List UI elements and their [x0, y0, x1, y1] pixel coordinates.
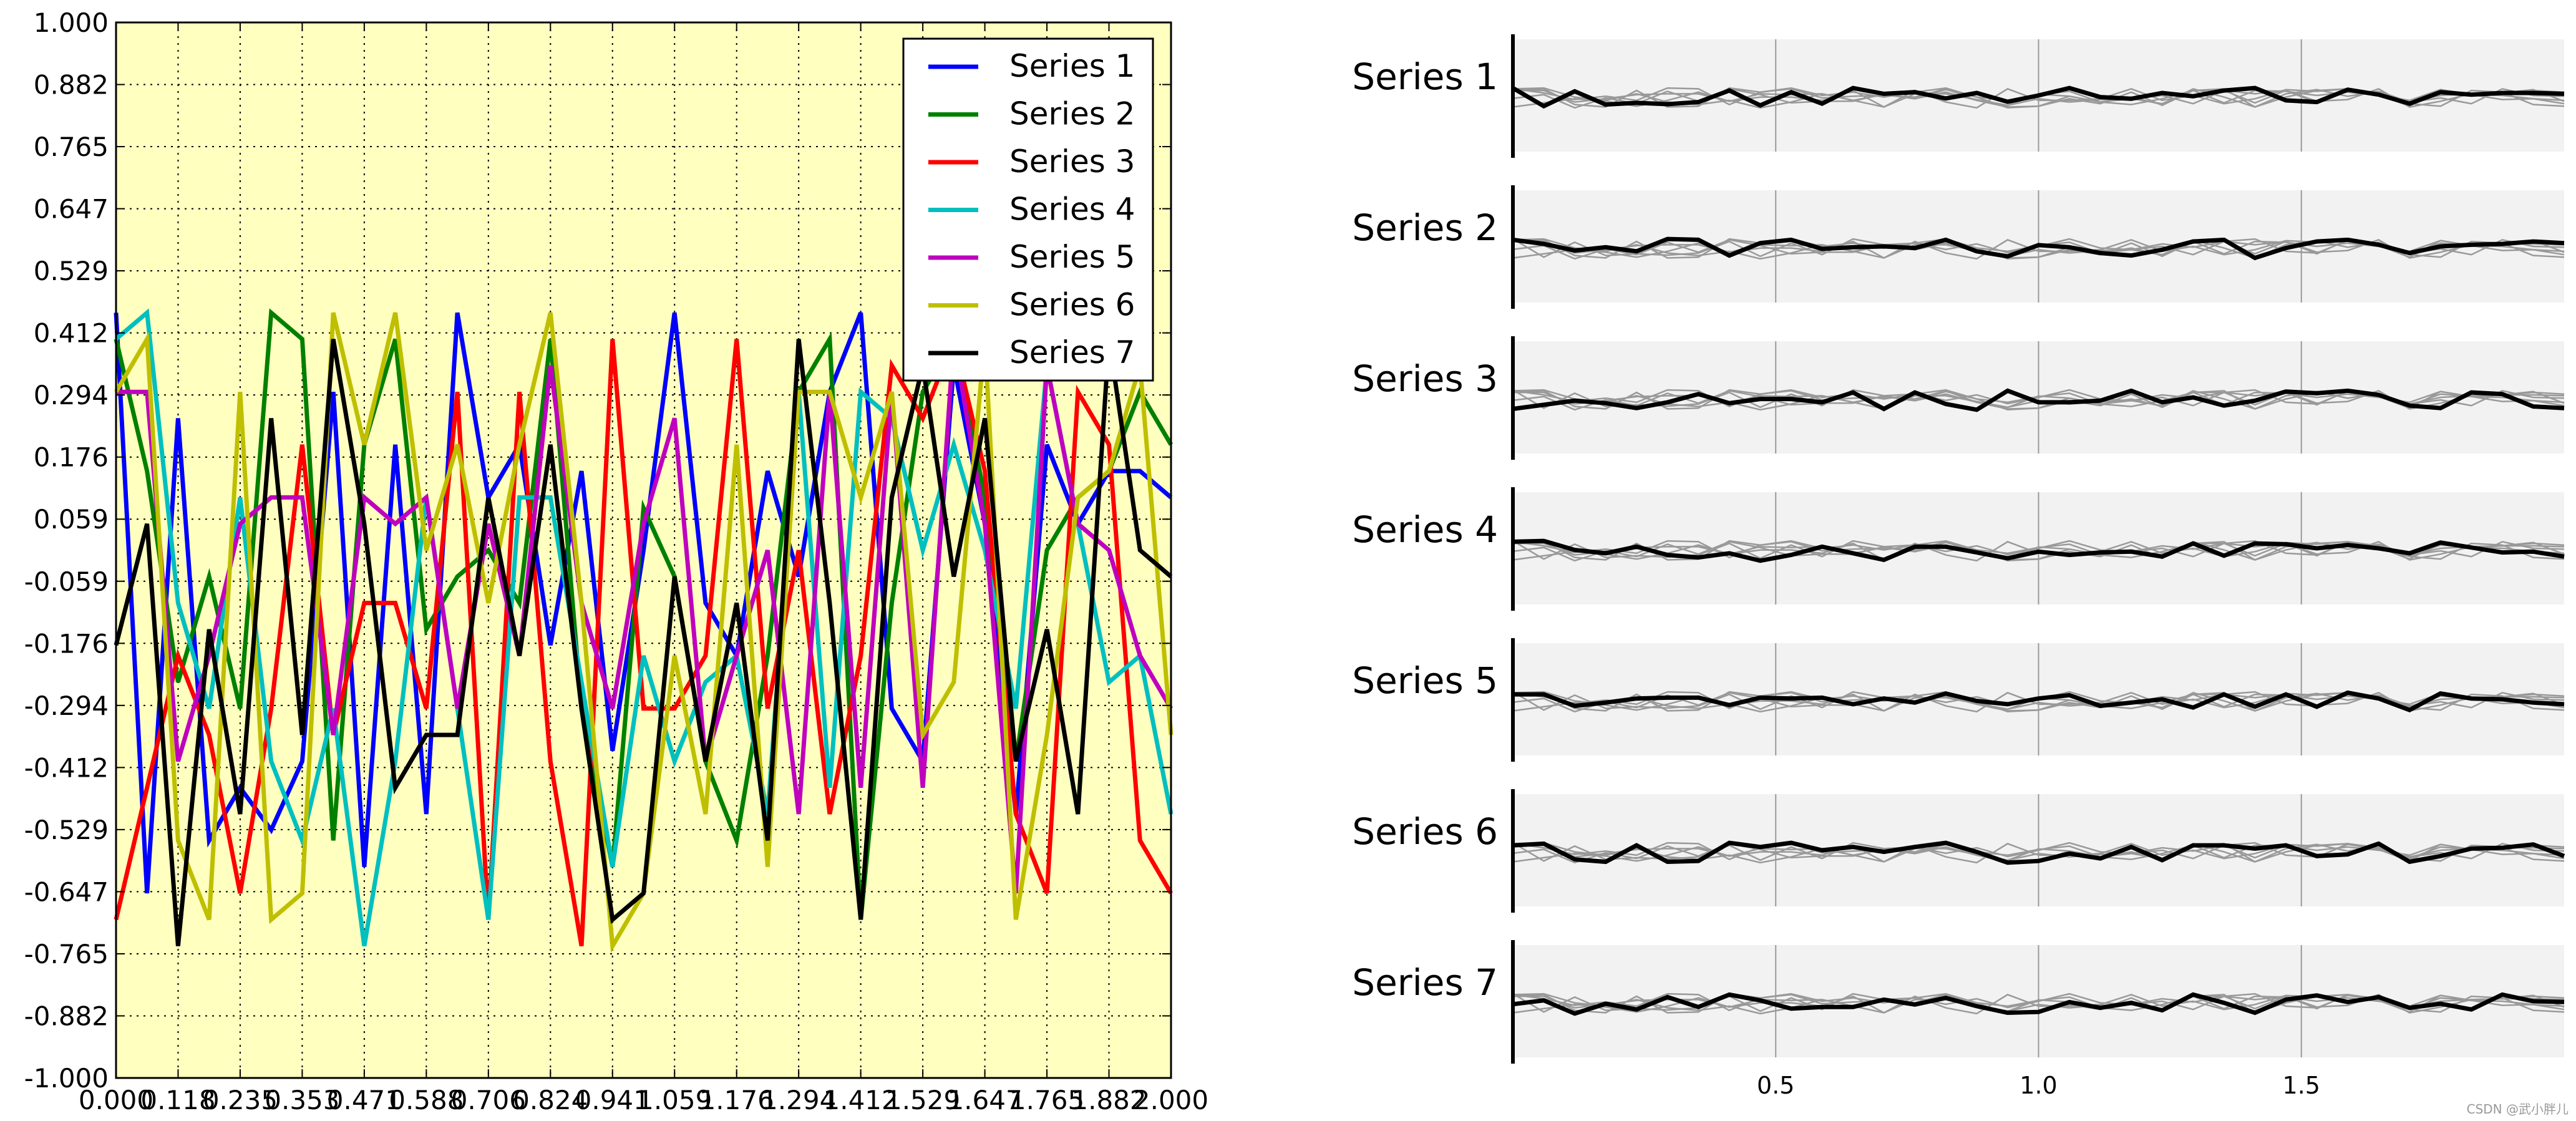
y-tick-label: -1.000 [24, 1063, 109, 1094]
context-line [1512, 88, 2565, 109]
x-tick-label: 1.059 [637, 1085, 712, 1115]
panel-6: Series 6 [1352, 789, 2565, 913]
legend-entry: Series 6 [928, 287, 1135, 323]
y-tick-label: 0.412 [34, 318, 109, 349]
y-tick-label: 0.529 [34, 256, 109, 286]
y-tick-label: -0.412 [24, 752, 109, 783]
x-tick-label: 1.529 [885, 1085, 960, 1115]
y-tick-label: 0.176 [34, 442, 109, 473]
x-tick-label: 1.647 [947, 1085, 1022, 1115]
legend-entry: Series 3 [928, 143, 1135, 180]
y-tick-label: -0.882 [24, 1001, 109, 1031]
x-tick-label: 1.412 [824, 1085, 898, 1115]
legend: Series 1 Series 2 Series 3 Series 4 Series 5… [902, 37, 1154, 382]
series-line-4 [114, 308, 1174, 947]
legend-label: Series 4 [1009, 192, 1135, 228]
y-tick-label: 0.647 [34, 194, 109, 225]
legend-label: Series 3 [1009, 143, 1135, 180]
series-lines [114, 308, 1174, 953]
context-line [1513, 994, 2565, 1013]
main-chart: 0.0000.1180.2350.3530.4710.5880.7060.824… [24, 7, 1209, 1115]
y-tick-label: 0.059 [34, 504, 109, 535]
x-tick-label: 0.824 [513, 1085, 588, 1115]
y-tick-label: 0.765 [34, 132, 109, 162]
panel-4: Series 4 [1352, 487, 2565, 611]
legend-label: Series 6 [1009, 287, 1135, 323]
highlight-line [1512, 840, 2565, 865]
y-tick-label: -0.529 [24, 815, 109, 845]
panel-label: Series 5 [1352, 659, 1498, 702]
x-tick-label: 0.588 [389, 1085, 464, 1115]
highlight-line [1512, 236, 2565, 261]
x-tick-label: 1.882 [1071, 1085, 1146, 1115]
series-line-5 [116, 339, 1174, 894]
watermark-text: CSDN @武小胖儿 [2466, 1102, 2569, 1117]
legend-entry: Series 1 [928, 48, 1135, 84]
panel-label: Series 1 [1352, 56, 1498, 98]
small-multiples-chart: Series 1 Series 2 Series 3 Series 4 Series 5… [1352, 34, 2565, 1099]
y-tick-label: 1.000 [34, 7, 109, 38]
panel-label: Series 7 [1352, 961, 1498, 1004]
y-tick-label: -0.765 [24, 939, 109, 969]
panel-5: Series 5 [1352, 638, 2565, 762]
sm-x-tick-label: 1.5 [2283, 1072, 2320, 1099]
sm-x-tick-label: 1.0 [2019, 1072, 2057, 1099]
y-tick-label: 0.294 [34, 380, 109, 410]
legend-label: Series 5 [1009, 239, 1135, 275]
highlight-line [1512, 538, 2565, 563]
series-line-7 [114, 339, 1173, 946]
x-tick-label: 0.235 [203, 1085, 278, 1115]
x-tick-label: 0.118 [140, 1085, 215, 1115]
highlight-line [1512, 992, 2565, 1016]
panel-label: Series 3 [1352, 357, 1498, 400]
y-tick-label: -0.059 [24, 566, 109, 597]
plot-frame [115, 21, 1172, 1079]
legend-label: Series 1 [1009, 48, 1135, 84]
context-line [1512, 692, 2565, 713]
x-tick-label: 0.706 [451, 1085, 526, 1115]
axis-ticks: 0.0000.1180.2350.3530.4710.5880.7060.824… [24, 7, 1209, 1115]
x-tick-label: 0.471 [327, 1085, 402, 1115]
x-tick-label: 1.294 [761, 1085, 836, 1115]
context-line [1513, 843, 2565, 862]
small-multiples-x-axis: 0.5 1.0 1.5 [1757, 1072, 2320, 1099]
panel-7: Series 7 [1352, 940, 2565, 1064]
legend-entry: Series 4 [928, 192, 1135, 228]
x-tick-label: 0.000 [79, 1085, 153, 1115]
highlight-line [1512, 388, 2565, 412]
series-line-1 [114, 312, 1173, 894]
x-tick-label: 1.765 [1009, 1085, 1084, 1115]
legend-label: Series 2 [1009, 96, 1135, 132]
panel-3: Series 3 [1352, 336, 2565, 460]
series-line-3 [114, 331, 1174, 947]
panel-2: Series 2 [1352, 185, 2565, 309]
legend-entry: Series 5 [928, 239, 1135, 275]
legend-entry: Series 2 [928, 96, 1135, 132]
panel-1: Series 1 [1352, 34, 2565, 158]
y-tick-label: -0.294 [24, 691, 109, 721]
sm-x-tick-label: 0.5 [1757, 1072, 1794, 1099]
legend-label: Series 7 [1009, 334, 1135, 371]
highlight-line [1512, 85, 2565, 109]
highlight-line [1513, 690, 2565, 713]
y-tick-label: 0.882 [34, 70, 109, 100]
x-tick-label: 1.176 [699, 1085, 774, 1115]
y-tick-label: -0.176 [24, 628, 109, 659]
panel-label: Series 4 [1352, 508, 1498, 551]
panel-label: Series 2 [1352, 206, 1498, 249]
panel-label: Series 6 [1352, 810, 1498, 853]
x-tick-label: 0.941 [575, 1085, 650, 1115]
x-tick-label: 0.353 [265, 1085, 339, 1115]
legend-entry: Series 7 [928, 334, 1135, 371]
x-tick-label: 2.000 [1134, 1085, 1208, 1115]
y-tick-label: -0.647 [24, 876, 109, 907]
